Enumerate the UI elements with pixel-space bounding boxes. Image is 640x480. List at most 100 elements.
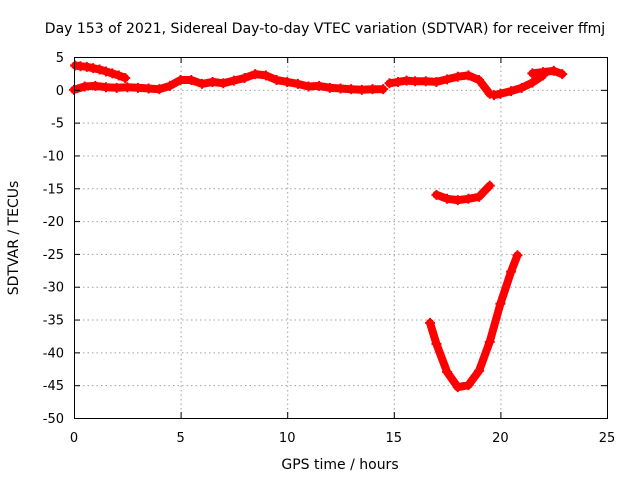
data-point bbox=[431, 76, 442, 87]
data-point bbox=[527, 77, 538, 88]
data-point bbox=[88, 63, 99, 74]
data-point bbox=[452, 71, 463, 82]
data-point bbox=[420, 76, 431, 87]
data-point bbox=[442, 367, 453, 378]
data-point bbox=[346, 84, 357, 95]
y-tick-label: -25 bbox=[43, 248, 64, 263]
data-point bbox=[111, 82, 122, 93]
tick-layer bbox=[74, 57, 608, 419]
data-point bbox=[175, 74, 186, 85]
data-point bbox=[94, 64, 105, 75]
data-point bbox=[452, 382, 463, 393]
data-point bbox=[260, 70, 271, 81]
data-point bbox=[81, 61, 92, 72]
data-point bbox=[506, 266, 517, 277]
data-point bbox=[452, 195, 463, 206]
plot-frame bbox=[74, 57, 608, 419]
data-point bbox=[463, 70, 474, 81]
series-arc-late-plateau bbox=[527, 65, 568, 80]
data-point bbox=[484, 180, 495, 191]
data-point bbox=[79, 81, 90, 92]
data-point bbox=[474, 74, 485, 85]
data-point bbox=[538, 67, 549, 78]
data-point bbox=[356, 84, 367, 95]
x-tick-label: 15 bbox=[386, 431, 403, 446]
y-tick-label: 5 bbox=[56, 51, 64, 66]
data-point bbox=[113, 70, 124, 81]
data-point bbox=[164, 80, 175, 91]
data-point bbox=[100, 66, 111, 77]
y-tick-label: -30 bbox=[43, 281, 64, 296]
y-tick-label: 0 bbox=[56, 84, 64, 99]
data-point bbox=[495, 298, 506, 309]
data-point bbox=[292, 78, 303, 89]
y-tick-label: -5 bbox=[51, 117, 64, 132]
data-point bbox=[282, 76, 293, 87]
y-tick-label: -20 bbox=[43, 215, 64, 230]
data-point bbox=[410, 76, 421, 87]
data-point bbox=[548, 65, 559, 76]
data-point bbox=[474, 191, 485, 202]
series-arc-deep-dip bbox=[425, 250, 523, 393]
data-point bbox=[218, 78, 229, 89]
data-point bbox=[335, 83, 346, 94]
data-point bbox=[463, 380, 474, 391]
series-line bbox=[528, 66, 567, 79]
data-point bbox=[474, 365, 485, 376]
y-tick-label: -50 bbox=[43, 412, 64, 427]
data-point bbox=[431, 189, 442, 200]
data-point bbox=[527, 68, 538, 79]
y-tick-label: -35 bbox=[43, 314, 64, 329]
data-point bbox=[107, 68, 118, 79]
y-tick-label: -40 bbox=[43, 346, 64, 361]
data-point bbox=[122, 82, 133, 93]
data-point bbox=[378, 84, 389, 95]
data-point bbox=[367, 84, 378, 95]
data-point bbox=[489, 90, 500, 101]
data-point bbox=[314, 80, 325, 91]
data-point bbox=[516, 82, 527, 93]
data-point bbox=[324, 82, 335, 93]
series-line bbox=[385, 71, 494, 98]
data-point bbox=[431, 338, 442, 349]
data-point bbox=[425, 317, 436, 328]
data-point bbox=[393, 76, 404, 87]
y-axis-label: SDTVAR / TECUs bbox=[6, 181, 22, 296]
data-point bbox=[506, 86, 517, 97]
data-point bbox=[132, 82, 143, 93]
chart-title: Day 153 of 2021, Sidereal Day-to-day VTE… bbox=[45, 21, 605, 37]
data-point bbox=[442, 193, 453, 204]
data-point bbox=[484, 336, 495, 347]
grid-layer bbox=[74, 57, 607, 418]
data-point bbox=[154, 84, 165, 95]
series-line bbox=[426, 251, 522, 392]
data-point bbox=[90, 80, 101, 91]
data-point bbox=[495, 88, 506, 99]
x-tick-label: 0 bbox=[70, 431, 78, 446]
y-tick-label: -15 bbox=[43, 182, 64, 197]
series-arc-main-continuous bbox=[69, 69, 389, 95]
data-point bbox=[100, 82, 111, 93]
data-point bbox=[557, 69, 568, 80]
data-point bbox=[401, 75, 412, 86]
x-tick-label: 10 bbox=[279, 431, 296, 446]
data-point bbox=[196, 78, 207, 89]
tick-label-layer: 0 5 10 15 20 25 5 0 -5 -10 -15 -20 -25 -30 -35 -40 -45 -5… bbox=[43, 51, 616, 446]
data-point bbox=[442, 74, 453, 85]
data-point bbox=[384, 78, 395, 89]
x-tick-label: 5 bbox=[176, 431, 184, 446]
series-arc-afternoon bbox=[384, 70, 495, 99]
data-point bbox=[271, 74, 282, 85]
data-point bbox=[512, 250, 523, 261]
x-tick-label: 20 bbox=[492, 431, 509, 446]
data-point bbox=[250, 69, 261, 80]
data-point bbox=[186, 74, 197, 85]
x-tick-label: 25 bbox=[599, 431, 616, 446]
series-arc-early-decline bbox=[70, 60, 131, 84]
series-arc-mid-negative bbox=[431, 180, 495, 206]
data-point bbox=[239, 73, 250, 84]
data-point bbox=[228, 75, 239, 86]
data-point bbox=[207, 76, 218, 87]
data-point bbox=[143, 83, 154, 94]
